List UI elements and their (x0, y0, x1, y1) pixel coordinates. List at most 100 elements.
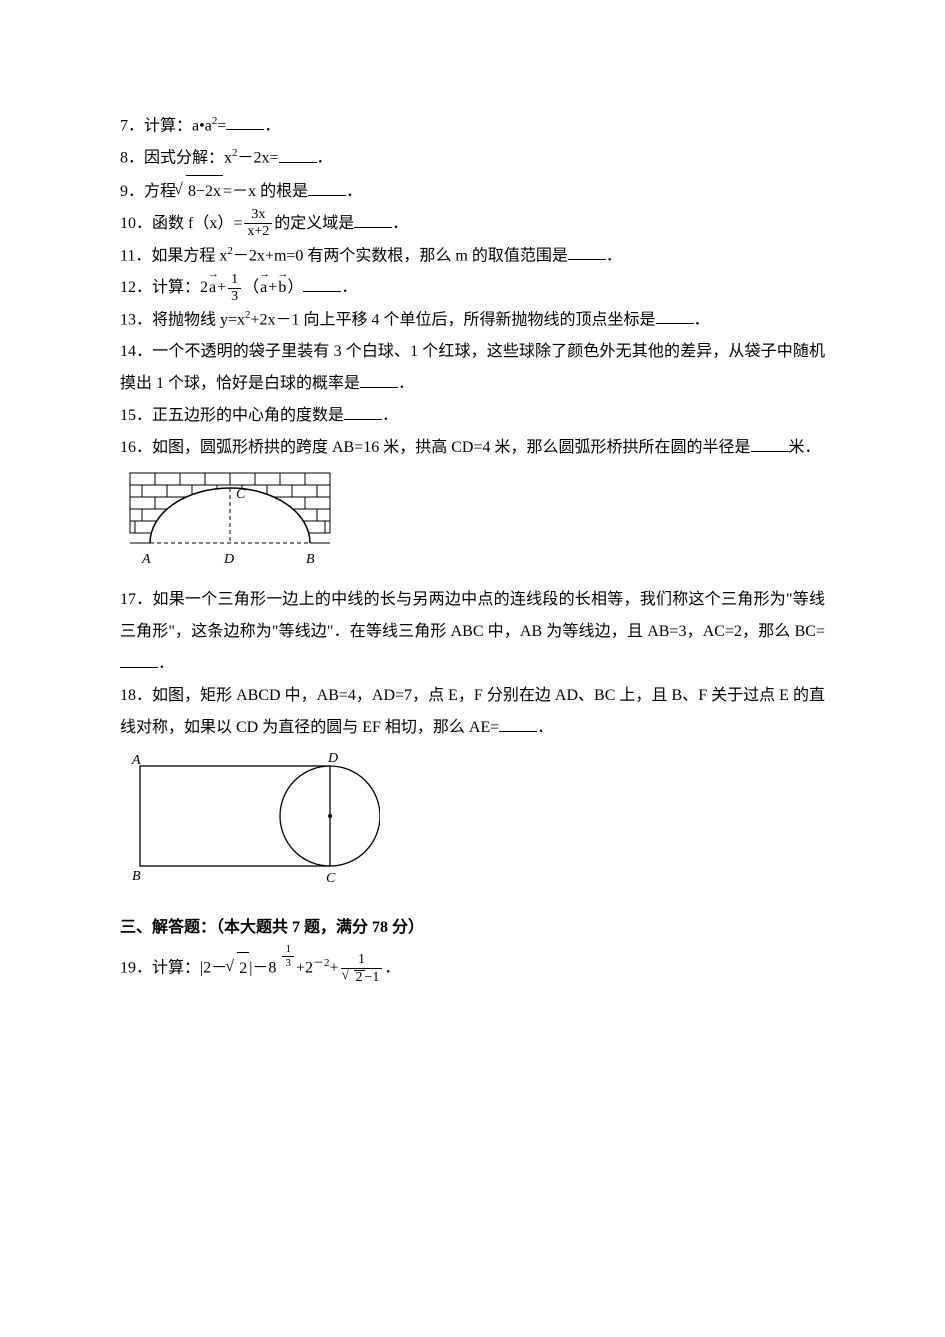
label-C: C (326, 871, 336, 886)
question-17: 17．如果一个三角形一边上的中线的长与另两边中点的连线段的长相等，我们称这个三角… (120, 584, 825, 680)
q13-blank (656, 307, 694, 324)
label-B: B (132, 869, 141, 884)
q10-num: 10 (120, 215, 136, 232)
q11-num: 11 (120, 247, 135, 264)
q13-num: 13 (120, 311, 136, 328)
sqrt-icon: 2 (227, 952, 249, 985)
q12-d: + (268, 279, 277, 296)
question-7: 7．计算：a•a2=． (120, 110, 825, 142)
q7-c: ． (264, 117, 280, 134)
q12-e: ） (287, 279, 303, 296)
label-C: C (236, 487, 246, 502)
q8-num: 8 (120, 150, 128, 167)
question-13: 13．将抛物线 y=x2+2x－1 向上平移 4 个单位后，所得新抛物线的顶点坐… (120, 304, 825, 336)
q11-c: ． (606, 247, 622, 264)
q10-b: 的定义域是 (274, 215, 354, 232)
q15-c: ． (382, 407, 398, 424)
vector-a-icon: a (208, 272, 217, 304)
q19-c: +2 (296, 960, 313, 977)
q10-a: ．函数 f（x）= (136, 215, 242, 232)
q19-e: ． (384, 960, 400, 977)
q15-blank (344, 403, 382, 420)
q8-blank (279, 146, 317, 163)
arch-bridge-svg: A D B C (120, 468, 345, 578)
q9-b: =－x 的根是 (223, 183, 308, 200)
q17-num: 17 (120, 591, 136, 608)
q19-num: 19 (120, 960, 136, 977)
label-D: D (327, 751, 338, 766)
q10-fden: x+2 (244, 224, 272, 239)
q11-blank (568, 243, 606, 260)
q9-a: ．方程 (128, 183, 176, 200)
q9-num: 9 (120, 183, 128, 200)
q16-unit: 米． (789, 439, 821, 456)
q9-c: ． (346, 183, 362, 200)
q19-b: |－8 (249, 960, 276, 977)
rect-circle-svg: A D B C (120, 748, 380, 888)
q9-blank (308, 179, 346, 196)
q8-a: ．因式分解：x (128, 150, 232, 167)
q12-blank (303, 275, 341, 292)
fraction-exp-icon: 13 (282, 944, 294, 969)
q15-text: ．正五边形的中心角的度数是 (136, 407, 344, 424)
label-D: D (223, 552, 234, 567)
q12-num: 12 (120, 279, 136, 296)
q12-c: （ (243, 279, 259, 296)
question-14: 14．一个不透明的袋子里装有 3 个白球、1 个红球，这些球除了颜色外无其他的差… (120, 336, 825, 400)
sqrt-icon: 2 (344, 970, 365, 985)
question-15: 15．正五边形的中心角的度数是 ． (120, 400, 825, 432)
q19-a: ．计算：|2－ (136, 960, 227, 977)
section-3-title: 三、解答题：（本大题共 7 题，满分 78 分） (120, 912, 825, 944)
label-A: A (131, 753, 141, 768)
q10-blank (354, 211, 392, 228)
q14-blank (360, 371, 398, 388)
q17-blank (120, 651, 158, 668)
question-11: 11．如果方程 x2－2x+m=0 有两个实数根，那么 m 的取值范围是． (120, 240, 825, 272)
question-10: 10．函数 f（x）=3xx+2的定义域是 ． (120, 208, 825, 240)
q8-c: ． (317, 150, 333, 167)
q14-c: ． (398, 375, 414, 392)
sqrt-icon: 8−2x (176, 175, 223, 208)
label-A: A (141, 552, 151, 567)
fraction-icon: 13 (228, 273, 241, 304)
question-16: 16．如图，圆弧形桥拱的跨度 AB=16 米，拱高 CD=4 米，那么圆弧形桥拱… (120, 432, 825, 464)
question-9: 9．方程 8−2x=－x 的根是 ． (120, 175, 825, 208)
q15-num: 15 (120, 407, 136, 424)
q7-num: 7 (120, 117, 128, 134)
q11-b: －2x+m=0 有两个实数根，那么 m 的取值范围是 (233, 247, 568, 264)
q16-text: ．如图，圆弧形桥拱的跨度 AB=16 米，拱高 CD=4 米，那么圆弧形桥拱所在… (136, 439, 751, 456)
vector-a-icon: a (259, 272, 268, 304)
q13-b: +2x－1 向上平移 4 个单位后，所得新抛物线的顶点坐标是 (251, 311, 656, 328)
q9-rad: 8−2x (186, 175, 223, 208)
q16-num: 16 (120, 439, 136, 456)
q16-blank (751, 435, 789, 452)
fraction-icon: 3xx+2 (244, 208, 272, 239)
q17-c: ． (158, 655, 174, 672)
question-19: 19．计算：|2－2|－8 13+2－2+12−1． (120, 944, 825, 985)
q12-f: ． (341, 279, 357, 296)
label-B: B (306, 552, 315, 567)
q18-text: ．如图，矩形 ABCD 中，AB=4，AD=7，点 E，F 分别在边 AD、BC… (120, 687, 825, 736)
q18-c: ． (537, 719, 553, 736)
q14-text: ．一个不透明的袋子里装有 3 个白球、1 个红球，这些球除了颜色外无其他的差异，… (120, 343, 825, 392)
question-8: 8．因式分解：x2－2x=． (120, 142, 825, 174)
question-18: 18．如图，矩形 ABCD 中，AB=4，AD=7，点 E，F 分别在边 AD、… (120, 680, 825, 744)
q13-c: ． (694, 311, 710, 328)
q12-b: + (217, 279, 226, 296)
question-12: 12．计算：2a+13（a+b）． (120, 272, 825, 304)
q7-a: ．计算：a•a (128, 117, 212, 134)
q8-b: －2x= (238, 150, 279, 167)
vector-b-icon: b (277, 272, 287, 304)
q17-text: ．如果一个三角形一边上的中线的长与另两边中点的连线段的长相等，我们称这个三角形为… (120, 591, 825, 640)
q7-blank (226, 113, 264, 130)
q19-exp2: －2 (313, 957, 330, 969)
fraction-icon: 12−1 (341, 953, 383, 985)
q10-fnum: 3x (244, 208, 272, 224)
q13-a: ．将抛物线 y=x (136, 311, 245, 328)
q19-d: + (329, 960, 338, 977)
q18-blank (499, 715, 537, 732)
q10-c: ． (392, 215, 408, 232)
q12-a: ．计算：2 (136, 279, 208, 296)
q14-num: 14 (120, 343, 136, 360)
q18-num: 18 (120, 687, 136, 704)
